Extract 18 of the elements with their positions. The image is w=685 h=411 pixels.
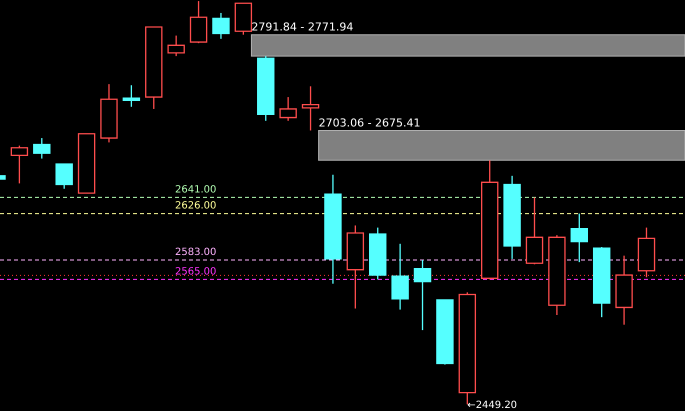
ref-line-label: 2626.00: [175, 200, 216, 212]
candlestick: [302, 86, 320, 132]
candlestick: [55, 163, 73, 190]
ref-line-label: 2565.00: [175, 266, 216, 278]
candlestick: [33, 137, 51, 160]
candlestick: [279, 96, 297, 122]
ref-line-label: 2641.00: [175, 184, 216, 196]
ref-line-label: 2583.00: [175, 246, 216, 258]
band-label: 2791.84 - 2771.94: [251, 20, 354, 34]
candlestick: [167, 34, 185, 57]
candlestick: [414, 259, 432, 331]
candlestick: [570, 212, 588, 263]
annotation: ←2449.20: [467, 400, 518, 411]
band-label: 2703.06 - 2675.41: [318, 116, 421, 130]
candlestick: [122, 84, 140, 108]
candlestick: [391, 243, 409, 310]
candlestick: [212, 12, 230, 40]
candlestick: [10, 144, 28, 184]
